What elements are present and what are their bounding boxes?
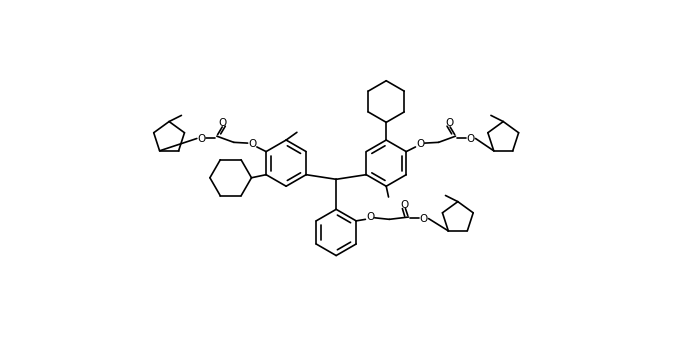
Text: O: O: [401, 200, 409, 210]
Text: O: O: [420, 214, 428, 224]
Text: O: O: [416, 139, 424, 149]
Text: O: O: [219, 118, 227, 128]
Text: O: O: [445, 118, 453, 128]
Text: O: O: [366, 212, 374, 222]
Text: O: O: [248, 139, 257, 149]
Text: O: O: [198, 134, 206, 144]
Text: O: O: [466, 134, 475, 144]
